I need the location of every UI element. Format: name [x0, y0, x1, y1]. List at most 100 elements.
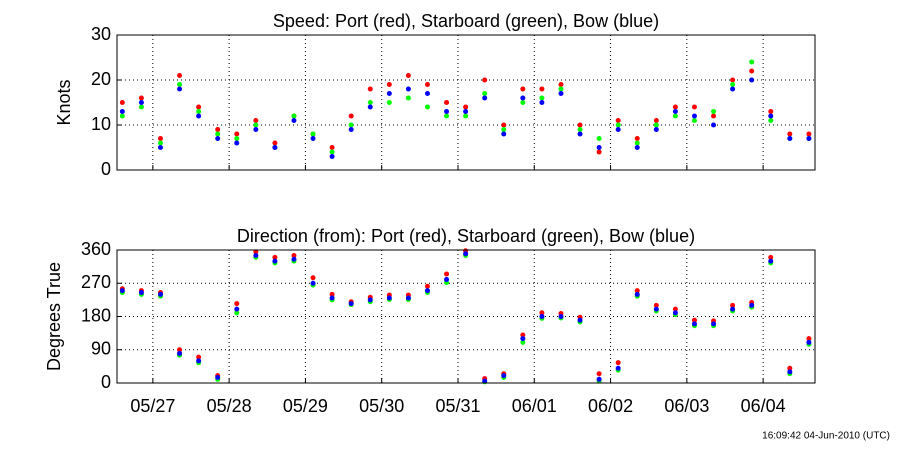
- data-point: [272, 254, 278, 260]
- data-point: [539, 310, 545, 316]
- data-point: [520, 86, 526, 92]
- data-point: [234, 140, 240, 146]
- data-point: [768, 118, 774, 123]
- data-point: [634, 140, 640, 146]
- data-point: [653, 302, 659, 308]
- data-point: [177, 86, 183, 92]
- data-point: [691, 317, 697, 323]
- data-point: [444, 277, 450, 283]
- data-point: [444, 100, 450, 105]
- data-point: [520, 95, 526, 101]
- data-point: [138, 95, 144, 101]
- chart-title: Direction (from): Port (red), Starboard …: [237, 226, 695, 246]
- data-point: [215, 127, 221, 132]
- data-point: [615, 122, 621, 128]
- data-point: [157, 145, 163, 150]
- data-point: [768, 258, 774, 264]
- data-point: [501, 127, 507, 132]
- data-point: [367, 100, 373, 105]
- data-point: [672, 113, 678, 119]
- data-point: [444, 271, 450, 277]
- data-point: [424, 82, 430, 87]
- data-point: [596, 145, 602, 150]
- data-point: [787, 369, 793, 375]
- data-point: [691, 118, 697, 123]
- data-point: [520, 332, 526, 338]
- data-point: [348, 113, 354, 119]
- data-point: [787, 365, 793, 371]
- data-point: [615, 127, 621, 132]
- data-point: [634, 291, 640, 297]
- data-point: [711, 122, 717, 128]
- plot-frame: [116, 249, 816, 384]
- data-point: [768, 254, 774, 260]
- data-point: [691, 104, 697, 110]
- data-point: [348, 122, 354, 128]
- data-point: [234, 301, 240, 307]
- y-axis-label: Degrees True: [44, 262, 64, 371]
- data-point: [386, 100, 392, 105]
- data-point: [711, 113, 717, 119]
- y-tick-label: 270: [81, 272, 111, 292]
- data-point: [424, 104, 430, 110]
- data-point: [577, 131, 583, 137]
- x-tick-label: 05/31: [435, 396, 480, 416]
- x-tick-label: 06/03: [664, 396, 709, 416]
- data-point: [386, 295, 392, 301]
- data-point: [215, 374, 221, 380]
- data-point: [367, 297, 373, 303]
- data-point: [577, 122, 583, 128]
- footer: 16:09:42 04-Jun-2010 (UTC): [762, 431, 890, 442]
- data-point: [730, 82, 736, 87]
- data-point: [691, 113, 697, 119]
- x-tick-label: 05/29: [283, 396, 328, 416]
- y-tick-label: 20: [91, 69, 111, 89]
- data-point: [596, 136, 602, 141]
- data-point: [444, 109, 450, 114]
- data-point: [348, 127, 354, 132]
- data-point: [730, 302, 736, 308]
- data-point: [196, 109, 202, 114]
- data-point: [234, 306, 240, 312]
- data-point: [730, 77, 736, 83]
- data-point: [672, 109, 678, 114]
- data-point: [653, 118, 659, 123]
- data-point: [730, 306, 736, 312]
- data-point: [806, 339, 812, 345]
- data-point: [272, 140, 278, 146]
- data-point: [749, 302, 755, 308]
- data-point: [787, 136, 793, 141]
- data-point: [615, 365, 621, 371]
- data-point: [253, 249, 259, 255]
- data-point: [424, 91, 430, 96]
- data-point: [577, 127, 583, 132]
- x-tick-label: 06/01: [512, 396, 557, 416]
- data-point: [386, 82, 392, 87]
- data-point: [138, 104, 144, 110]
- data-point: [253, 122, 259, 128]
- data-point: [672, 104, 678, 110]
- data-point: [520, 100, 526, 105]
- data-point: [119, 100, 125, 105]
- data-point: [215, 131, 221, 137]
- x-tick-label: 05/30: [359, 396, 404, 416]
- data-point: [177, 347, 183, 353]
- data-point: [272, 145, 278, 150]
- data-point: [463, 104, 469, 110]
- data-point: [367, 104, 373, 110]
- y-tick-label: 0: [101, 159, 111, 179]
- data-point: [482, 378, 488, 384]
- x-tick-label: 05/27: [130, 396, 175, 416]
- x-tick-label: 06/04: [741, 396, 786, 416]
- data-point: [405, 86, 411, 92]
- x-tick-label: 05/28: [207, 396, 252, 416]
- data-point: [730, 86, 736, 92]
- data-point: [424, 288, 430, 294]
- data-point: [405, 95, 411, 101]
- data-point: [157, 136, 163, 141]
- data-point: [196, 113, 202, 119]
- data-point: [653, 122, 659, 128]
- y-tick-label: 360: [81, 239, 111, 259]
